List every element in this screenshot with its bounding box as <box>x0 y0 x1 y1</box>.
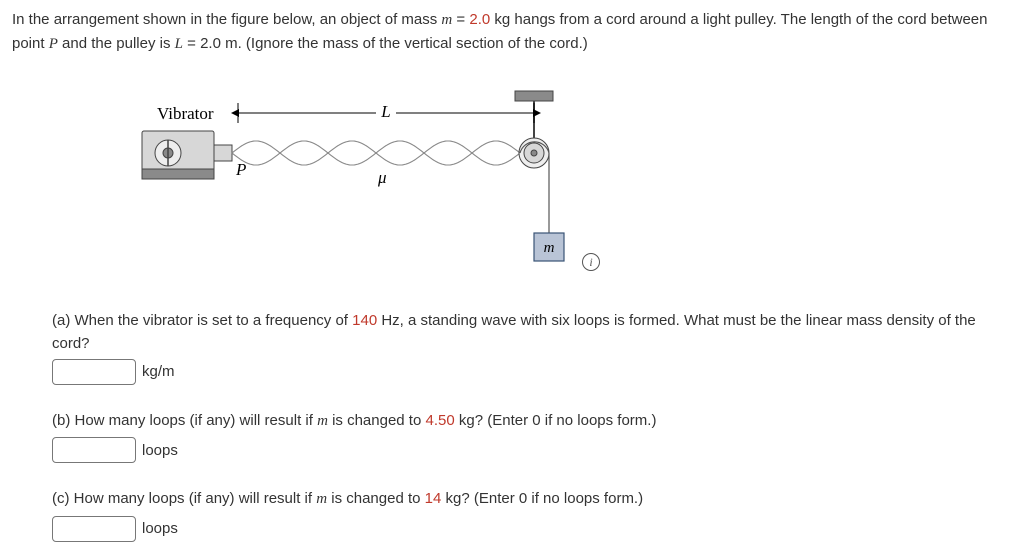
intro-t4: = 2.0 m. (Ignore the mass of the vertica… <box>183 35 588 52</box>
part-b-text: (b) How many loops (if any) will result … <box>52 409 980 433</box>
c-t2: is changed to <box>327 490 425 507</box>
intro-eq1: = <box>452 11 469 28</box>
figure-svg: Vibrator Pμ m L <box>82 83 642 283</box>
c-val: 14 <box>425 490 442 507</box>
a-answer-row: kg/m <box>52 359 980 385</box>
part-b: (b) How many loops (if any) will result … <box>52 409 980 463</box>
svg-text:P: P <box>235 160 246 179</box>
a-freq: 140 <box>352 312 377 329</box>
intro-mval: 2.0 <box>469 11 490 28</box>
part-c: (c) How many loops (if any) will result … <box>52 487 980 541</box>
a-unit: kg/m <box>142 360 175 383</box>
a-t1: (a) When the vibrator is set to a freque… <box>52 312 352 329</box>
info-icon[interactable]: i <box>582 253 600 271</box>
intro-L: L <box>175 36 183 52</box>
part-c-text: (c) How many loops (if any) will result … <box>52 487 980 511</box>
b-answer-input[interactable] <box>52 437 136 463</box>
intro-P: P <box>49 36 58 52</box>
intro-m: m <box>441 12 452 28</box>
b-t3: kg? (Enter 0 if no loops form.) <box>455 412 657 429</box>
intro-paragraph: In the arrangement shown in the figure b… <box>12 8 1020 57</box>
c-t3: kg? (Enter 0 if no loops form.) <box>441 490 643 507</box>
svg-text:Vibrator: Vibrator <box>157 104 214 123</box>
c-unit: loops <box>142 517 178 540</box>
b-val: 4.50 <box>426 412 455 429</box>
a-answer-input[interactable] <box>52 359 136 385</box>
intro-t1: In the arrangement shown in the figure b… <box>12 11 441 28</box>
b-t2: is changed to <box>328 412 426 429</box>
c-answer-input[interactable] <box>52 516 136 542</box>
figure: Vibrator Pμ m L i <box>82 83 642 283</box>
b-unit: loops <box>142 439 178 462</box>
svg-text:m: m <box>544 240 555 256</box>
c-t1: (c) How many loops (if any) will result … <box>52 490 316 507</box>
c-m: m <box>316 491 327 507</box>
c-answer-row: loops <box>52 516 980 542</box>
part-a-text: (a) When the vibrator is set to a freque… <box>52 309 980 356</box>
svg-text:L: L <box>380 102 390 121</box>
b-answer-row: loops <box>52 437 980 463</box>
part-a: (a) When the vibrator is set to a freque… <box>52 309 980 386</box>
intro-t3: and the pulley is <box>58 35 175 52</box>
b-m: m <box>317 413 328 429</box>
b-t1: (b) How many loops (if any) will result … <box>52 412 317 429</box>
svg-text:μ: μ <box>377 168 387 187</box>
